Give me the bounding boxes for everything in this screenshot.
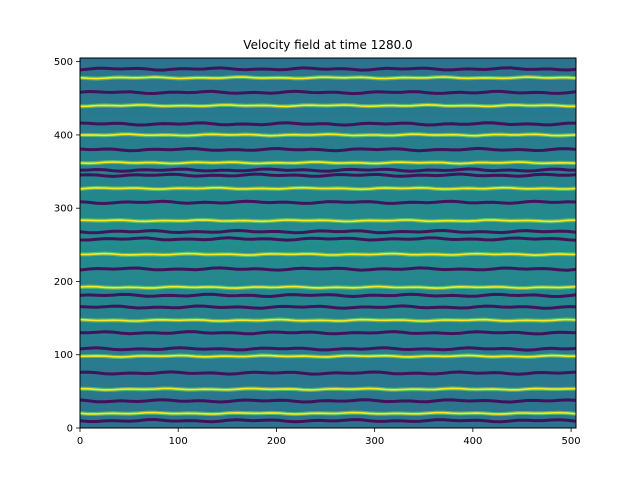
dark-stripe <box>80 304 576 310</box>
heatmap-plot-area <box>80 58 576 428</box>
bright-stripe <box>80 318 576 322</box>
bright-stripe <box>80 186 576 191</box>
dark-stripe <box>80 370 576 376</box>
dark-stripe <box>80 146 576 153</box>
y-tick-label: 300 <box>54 204 73 215</box>
bright-stripe <box>80 219 576 223</box>
bright-stripe <box>80 387 576 391</box>
bright-stripe <box>80 354 576 358</box>
y-tick-label: 400 <box>54 130 73 141</box>
bright-stripe <box>80 133 576 137</box>
dark-stripe <box>80 199 576 206</box>
y-tick-label: 200 <box>54 277 73 288</box>
y-tick-label: 500 <box>54 57 73 68</box>
dark-stripe <box>80 167 576 173</box>
x-tick-label: 100 <box>169 436 188 447</box>
bright-stripe <box>80 285 576 289</box>
x-tick-label: 400 <box>463 436 482 447</box>
dark-stripe <box>80 266 576 272</box>
x-axis: 0 100 200 300 400 500 <box>77 428 581 447</box>
velocity-stripes <box>80 66 576 424</box>
dark-stripe <box>80 121 576 127</box>
bright-stripe <box>80 161 576 165</box>
dark-stripe <box>80 236 576 242</box>
dark-stripe <box>80 417 576 424</box>
x-tick-label: 500 <box>562 436 581 447</box>
y-axis: 0 100 200 300 400 500 <box>54 57 80 435</box>
x-tick-label: 200 <box>267 436 286 447</box>
dark-stripe <box>80 346 576 352</box>
dark-stripe <box>80 228 576 235</box>
dark-stripe <box>80 398 576 404</box>
y-tick-label: 0 <box>67 424 73 435</box>
dark-stripe <box>80 89 576 96</box>
bright-stripe <box>80 103 576 108</box>
chart-title: Velocity field at time 1280.0 <box>243 38 412 52</box>
bright-stripe <box>80 252 576 257</box>
y-tick-label: 100 <box>54 350 73 361</box>
bright-stripe <box>80 76 576 80</box>
heatmap-background <box>80 58 576 428</box>
dark-stripe <box>80 330 576 336</box>
plot-frame <box>79 57 577 429</box>
x-tick-label: 0 <box>77 436 83 447</box>
dark-stripe <box>80 292 576 299</box>
bright-stripe <box>80 411 576 415</box>
dark-stripe <box>80 172 576 178</box>
x-tick-label: 300 <box>365 436 384 447</box>
dark-stripe <box>80 66 576 72</box>
